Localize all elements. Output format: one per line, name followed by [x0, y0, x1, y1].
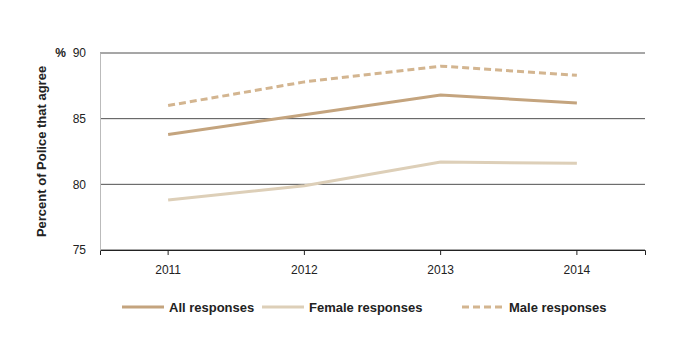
y-unit: % — [55, 46, 66, 60]
y-tick-label: 85 — [73, 112, 87, 126]
legend-label: Female responses — [309, 300, 422, 315]
x-axis-line — [101, 251, 646, 256]
x-tick-mark — [576, 250, 577, 255]
series-line — [168, 66, 577, 105]
x-axis: 2011 2012 2013 2014 — [101, 250, 646, 277]
grid-line — [100, 53, 645, 54]
y-tick: 80 — [73, 178, 100, 192]
x-tick-mark — [304, 250, 305, 255]
legend-label: Male responses — [509, 300, 607, 315]
lines — [168, 66, 577, 200]
x-tick-label: 2012 — [291, 263, 318, 277]
legend-label: All responses — [169, 300, 254, 315]
series-line — [168, 162, 577, 200]
grid-line — [100, 118, 645, 119]
grid — [100, 53, 645, 250]
y-tick-label: 75 — [73, 243, 87, 257]
x-tick-label: 2014 — [564, 263, 591, 277]
y-tick: 90 — [73, 46, 100, 60]
y-tick-label: 90 — [73, 46, 87, 60]
x-tick-label: 2011 — [155, 263, 181, 277]
x-tick: 2011 — [155, 250, 181, 277]
legend: All responses Female responses Male respon… — [122, 300, 607, 315]
x-tick: 2013 — [427, 250, 454, 277]
y-axis: 75 80 85 90 — [73, 46, 101, 257]
legend-swatch — [462, 306, 504, 309]
y-tick: 85 — [73, 112, 100, 126]
grid-line — [100, 184, 645, 185]
y-tick: 75 — [73, 243, 100, 257]
x-tick-label: 2013 — [427, 263, 454, 277]
y-label: Percent of Police that agree — [34, 66, 49, 237]
x-tick-mark — [168, 250, 169, 255]
y-tick-label: 80 — [73, 178, 87, 192]
series-line — [168, 95, 577, 134]
chart: 2011 2012 2013 2014 75 80 85 90% Percent of Poli… — [0, 0, 684, 343]
legend-swatch — [122, 306, 164, 309]
legend-swatch — [262, 306, 304, 309]
x-tick: 2012 — [291, 250, 318, 277]
x-tick-mark — [440, 250, 441, 255]
x-tick: 2014 — [564, 250, 591, 277]
y-axis-line — [100, 54, 101, 251]
